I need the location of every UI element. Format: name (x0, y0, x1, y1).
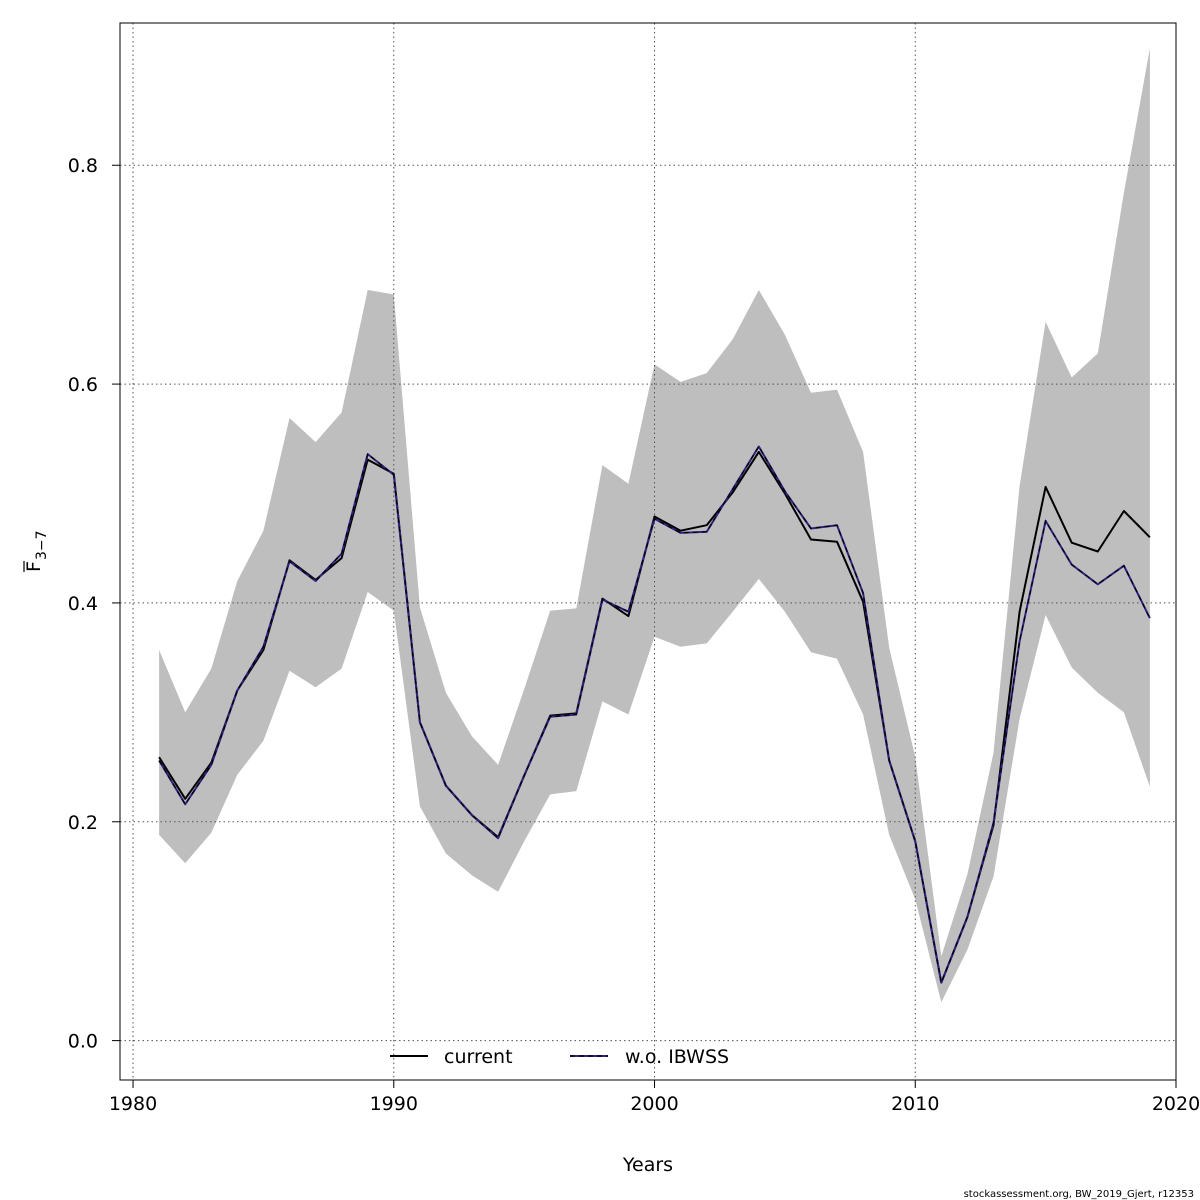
y-axis-title: F 3−7 (23, 530, 50, 572)
y-tick-label-2: 0.4 (68, 593, 98, 615)
legend-label-wo-ibwss: w.o. IBWSS (625, 1046, 729, 1068)
y-tick-label-1: 0.2 (68, 812, 98, 834)
y-tick-label-3: 0.6 (68, 374, 98, 396)
y-tick-label-4: 0.8 (68, 155, 98, 177)
footer-credit: stockassessment.org, BW_2019_Gjert, r123… (964, 1189, 1194, 1200)
series-line-wo-ibwss-dash (158, 445, 1151, 985)
plot-frame (119, 22, 1177, 1081)
legend: current w.o. IBWSS (390, 1046, 729, 1068)
confidence-band (159, 48, 1150, 1003)
x-tick-label-2020: 2020 (1152, 1093, 1200, 1115)
x-tick-label-2000: 2000 (630, 1093, 678, 1115)
x-tick-label-2010: 2010 (891, 1093, 939, 1115)
x-tick-label-1990: 1990 (370, 1093, 418, 1115)
x-axis-title: Years (622, 1154, 673, 1176)
y-tick-label-0: 0.0 (68, 1031, 98, 1053)
x-tick-label-1980: 1980 (109, 1093, 157, 1115)
y-axis-title-subscript: 3−7 (34, 530, 50, 560)
y-axis-title-main: F (23, 561, 45, 572)
legend-label-current: current (444, 1046, 513, 1068)
